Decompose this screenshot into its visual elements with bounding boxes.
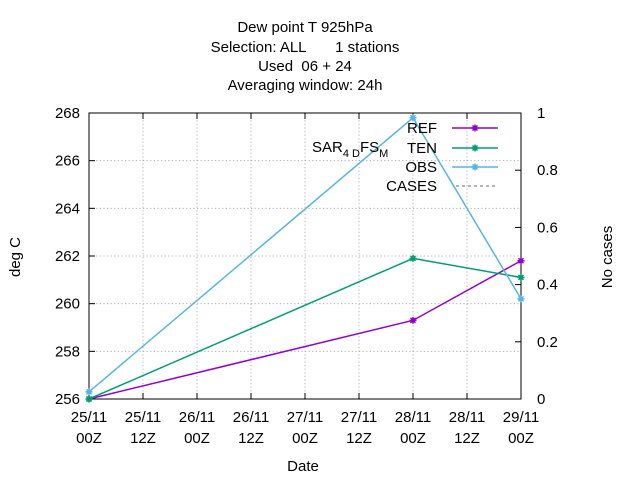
annotation-sub-2: M xyxy=(379,148,388,160)
x-tick-label: 27/11 xyxy=(287,409,323,426)
x-axis-label: Date xyxy=(287,458,319,475)
x-tick-label: 29/11 xyxy=(503,409,539,426)
x-tick-label: 00Z xyxy=(292,430,318,447)
data-point xyxy=(409,316,417,324)
data-point xyxy=(471,144,479,152)
x-tick-label: 00Z xyxy=(508,430,534,447)
annotation-mid: FS xyxy=(360,139,379,156)
annotation-sub-1: 4 D xyxy=(343,148,360,160)
y-tick-label: 264 xyxy=(55,200,80,217)
y-tick-label: 258 xyxy=(55,343,80,360)
x-tick-label: 12Z xyxy=(454,430,480,447)
y-tick-label: 268 xyxy=(55,105,80,122)
data-point xyxy=(409,254,417,262)
y2-tick-label: 0 xyxy=(537,391,545,408)
x-tick-label: 28/11 xyxy=(395,409,431,426)
legend-label: CASES xyxy=(386,178,437,195)
y2-tick-labels: 0 0.2 0.4 0.6 0.8 1 xyxy=(537,105,558,408)
data-point xyxy=(517,295,525,303)
title-line-2: Selection: ALL 1 stations xyxy=(211,39,400,56)
title-line-1: Dew point T 925hPa xyxy=(237,19,373,36)
y2-tick-label: 0.2 xyxy=(537,334,558,351)
y-tick-labels: 256 258 260 262 264 266 268 xyxy=(55,105,80,408)
x-tick-labels: 25/11 00Z 25/11 12Z 26/11 00Z 26/11 12Z 27/11 00Z… xyxy=(71,409,539,447)
y2-tick-label: 0.8 xyxy=(537,162,558,179)
grid xyxy=(89,113,521,399)
x-tick-label: 00Z xyxy=(400,430,426,447)
series-lines xyxy=(85,114,525,403)
data-point xyxy=(85,388,93,396)
data-point xyxy=(517,273,525,281)
x-tick-label: 26/11 xyxy=(179,409,215,426)
x-tick-label: 12Z xyxy=(238,430,264,447)
legend: REF TEN OBS CASES xyxy=(386,120,498,195)
data-point xyxy=(517,257,525,265)
x-tick-label: 28/11 xyxy=(449,409,485,426)
legend-label: TEN xyxy=(407,140,437,157)
x-tick-label: 12Z xyxy=(346,430,372,447)
legend-label: OBS xyxy=(405,159,437,176)
chart-title: Dew point T 925hPa Selection: ALL 1 stat… xyxy=(211,19,400,94)
y-axis-label: deg C xyxy=(7,237,24,277)
y-tick-label: 256 xyxy=(55,391,80,408)
y-tick-label: 260 xyxy=(55,296,80,313)
y-tick-label: 266 xyxy=(55,153,80,170)
y2-tick-label: 1 xyxy=(537,105,545,122)
x-tick-label: 00Z xyxy=(184,430,210,447)
data-point xyxy=(471,124,479,132)
data-point xyxy=(471,163,479,171)
annotation-main: SAR xyxy=(312,139,343,156)
x-tick-label: 25/11 xyxy=(71,409,107,426)
title-line-3: Used 06 + 24 xyxy=(258,58,352,75)
legend-label: REF xyxy=(407,120,437,137)
data-point xyxy=(409,114,417,122)
svg-text:SAR4 DFSM: SAR4 DFSM xyxy=(312,139,388,160)
legend-annotation: SAR4 DFSM xyxy=(312,139,388,160)
y-tick-label: 262 xyxy=(55,248,80,265)
x-tick-label: 27/11 xyxy=(341,409,377,426)
title-line-4: Averaging window: 24h xyxy=(228,77,383,94)
x-tick-label: 12Z xyxy=(130,430,156,447)
y2-tick-label: 0.4 xyxy=(537,277,558,294)
y2-axis-label: No cases xyxy=(599,226,616,289)
x-tick-label: 00Z xyxy=(76,430,102,447)
x-tick-label: 26/11 xyxy=(233,409,269,426)
x-tick-label: 25/11 xyxy=(125,409,161,426)
y2-tick-label: 0.6 xyxy=(537,219,558,236)
data-point xyxy=(85,395,93,403)
